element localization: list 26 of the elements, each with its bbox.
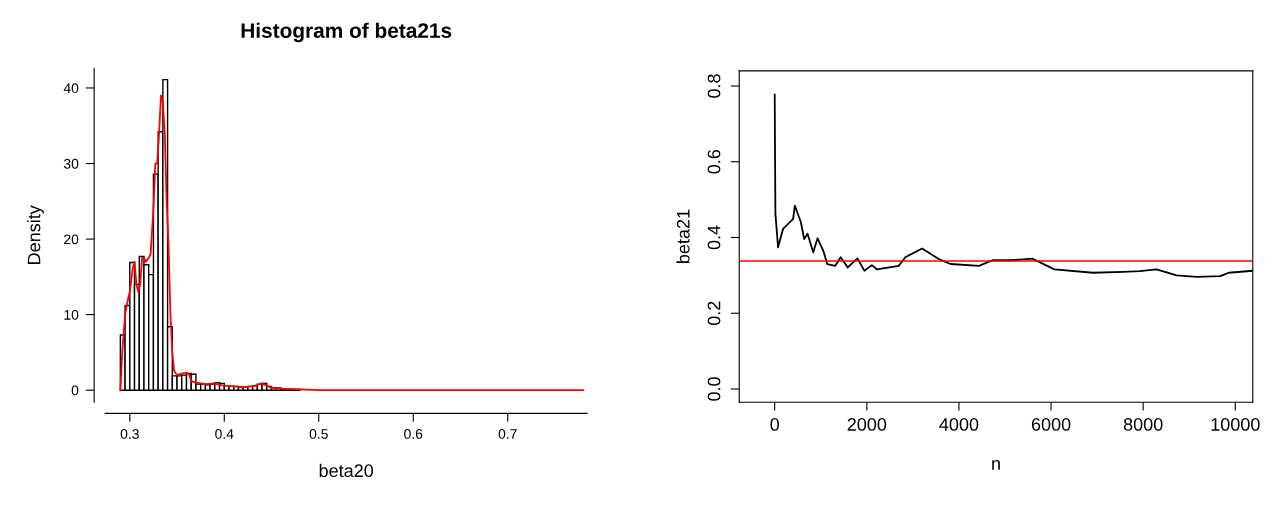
x-axis-title: n — [992, 459, 1000, 470]
x-tick-label: 2000 — [847, 418, 887, 431]
y-tick-label: 40 — [63, 83, 79, 94]
y-axis-title: beta21 — [676, 209, 690, 263]
x-tick-label: 0.7 — [498, 429, 517, 439]
y-tick-label: 0 — [71, 385, 79, 396]
x-tick-label: 0.3 — [120, 429, 139, 439]
x-tick-label: 0.5 — [309, 429, 328, 439]
y-axis-title: Density — [27, 205, 44, 264]
y-tick-label: 0.2 — [707, 301, 721, 326]
x-tick-label: 8000 — [1123, 418, 1163, 431]
x-tick-label: 6000 — [1031, 418, 1071, 431]
x-tick-label: 0.6 — [404, 429, 423, 439]
x-axis-title: beta20 — [319, 463, 374, 478]
x-tick-label: 10000 — [1211, 418, 1260, 431]
y-tick-label: 0.4 — [707, 225, 721, 250]
y-tick-label: 30 — [63, 158, 79, 169]
y-tick-label: 10 — [64, 309, 79, 320]
y-tick-label: 0.8 — [707, 74, 721, 98]
chart-title: Histogram of beta21s — [241, 22, 452, 43]
x-tick-label: 4000 — [939, 418, 979, 431]
x-tick-label: 0.4 — [215, 429, 234, 439]
y-tick-label: 0.6 — [707, 149, 721, 174]
x-tick-label: 0 — [770, 418, 780, 431]
y-tick-label: 0.0 — [707, 377, 721, 401]
y-tick-label: 20 — [64, 234, 79, 245]
